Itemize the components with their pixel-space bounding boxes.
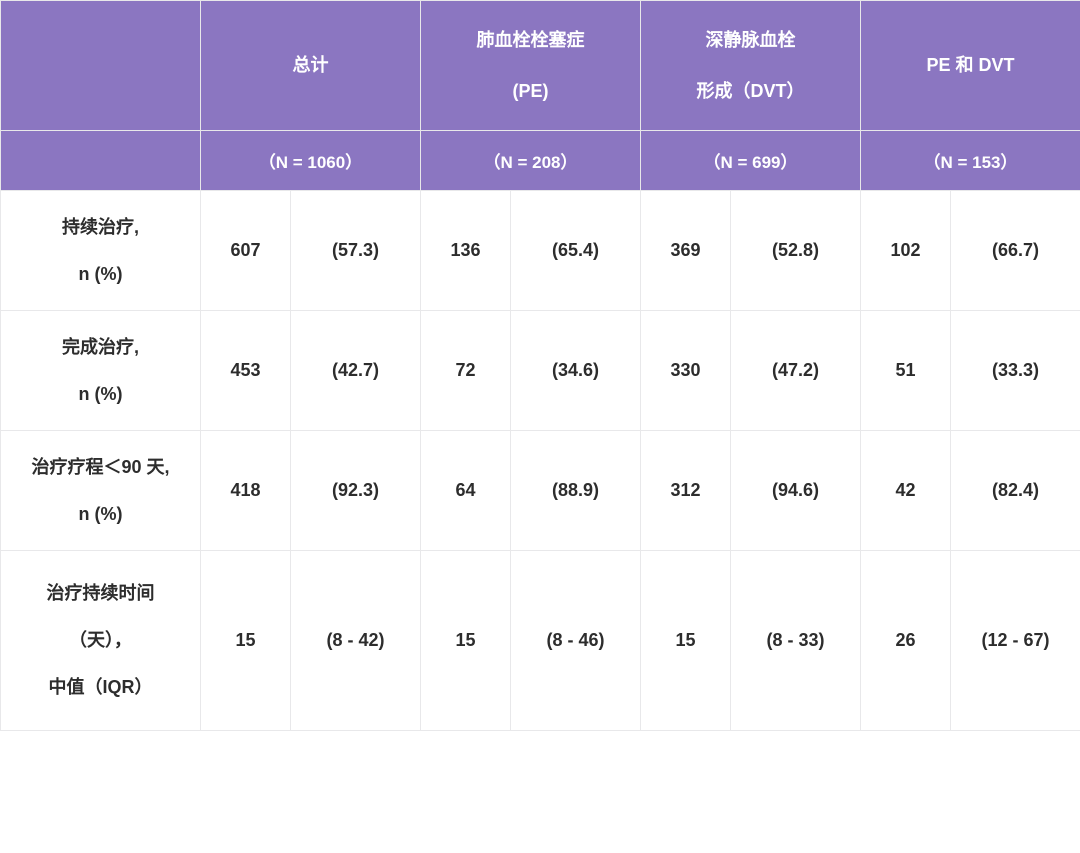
cell-p: (42.7) (291, 311, 421, 431)
cell-p: (8 - 42) (291, 551, 421, 731)
cell-p: (33.3) (951, 311, 1080, 431)
col-header-total: 总计 (201, 1, 421, 131)
row-label-line: （天）， (1, 617, 200, 664)
header-n-blank (1, 131, 201, 191)
table-row: 持续治疗, n (%) 607 (57.3) 136 (65.4) 369 (5… (1, 191, 1080, 311)
cell-n: 312 (641, 431, 731, 551)
cell-n: 136 (421, 191, 511, 311)
header-n-pedvt: （N = 153） (861, 131, 1080, 191)
cell-p: (57.3) (291, 191, 421, 311)
cell-p: (8 - 46) (511, 551, 641, 731)
row-label-line: 治疗疗程＜90 天, (1, 444, 200, 491)
cell-n: 51 (861, 311, 951, 431)
row-label-line: 治疗持续时间 (1, 570, 200, 617)
cell-p: (52.8) (731, 191, 861, 311)
cell-n: 418 (201, 431, 291, 551)
cell-n: 15 (201, 551, 291, 731)
cell-p: (82.4) (951, 431, 1080, 551)
col-header-dvt-line2: 形成（DVT） (641, 66, 860, 116)
col-header-pedvt: PE 和 DVT (861, 1, 1080, 131)
col-header-pe-line2: (PE) (421, 66, 640, 116)
cell-p: (94.6) (731, 431, 861, 551)
header-n-dvt: （N = 699） (641, 131, 861, 191)
data-table-container: 总计 肺血栓栓塞症 (PE) 深静脉血栓 形成（DVT） PE 和 DVT （N… (0, 0, 1080, 731)
cell-p: (88.9) (511, 431, 641, 551)
cell-p: (8 - 33) (731, 551, 861, 731)
cell-n: 26 (861, 551, 951, 731)
col-header-dvt: 深静脉血栓 形成（DVT） (641, 1, 861, 131)
row-label: 持续治疗, n (%) (1, 191, 201, 311)
header-n-pe: （N = 208） (421, 131, 641, 191)
row-label-line: 持续治疗, (1, 204, 200, 251)
row-label: 治疗持续时间 （天）， 中值（IQR） (1, 551, 201, 731)
cell-n: 42 (861, 431, 951, 551)
table-row: 治疗疗程＜90 天, n (%) 418 (92.3) 64 (88.9) 31… (1, 431, 1080, 551)
cell-p: (66.7) (951, 191, 1080, 311)
cell-n: 15 (641, 551, 731, 731)
cell-n: 453 (201, 311, 291, 431)
cell-n: 15 (421, 551, 511, 731)
cell-n: 330 (641, 311, 731, 431)
row-label: 完成治疗, n (%) (1, 311, 201, 431)
table-row: 完成治疗, n (%) 453 (42.7) 72 (34.6) 330 (47… (1, 311, 1080, 431)
cell-n: 102 (861, 191, 951, 311)
header-row-n: （N = 1060） （N = 208） （N = 699） （N = 153） (1, 131, 1080, 191)
cell-p: (34.6) (511, 311, 641, 431)
header-n-total: （N = 1060） (201, 131, 421, 191)
cell-n: 72 (421, 311, 511, 431)
cell-p: (65.4) (511, 191, 641, 311)
row-label-line: 中值（IQR） (1, 664, 200, 711)
col-header-pe-line1: 肺血栓栓塞症 (421, 15, 640, 65)
table-row: 治疗持续时间 （天）， 中值（IQR） 15 (8 - 42) 15 (8 - … (1, 551, 1080, 731)
header-blank (1, 1, 201, 131)
header-row-titles: 总计 肺血栓栓塞症 (PE) 深静脉血栓 形成（DVT） PE 和 DVT (1, 1, 1080, 131)
row-label-line: 完成治疗, (1, 324, 200, 371)
col-header-total-text: 总计 (201, 40, 420, 90)
data-table: 总计 肺血栓栓塞症 (PE) 深静脉血栓 形成（DVT） PE 和 DVT （N… (0, 0, 1080, 731)
row-label-line: n (%) (1, 491, 200, 538)
col-header-pe: 肺血栓栓塞症 (PE) (421, 1, 641, 131)
row-label: 治疗疗程＜90 天, n (%) (1, 431, 201, 551)
col-header-dvt-line1: 深静脉血栓 (641, 15, 860, 65)
col-header-pedvt-text: PE 和 DVT (861, 40, 1080, 90)
cell-n: 607 (201, 191, 291, 311)
cell-n: 369 (641, 191, 731, 311)
cell-p: (92.3) (291, 431, 421, 551)
cell-p: (12 - 67) (951, 551, 1080, 731)
cell-n: 64 (421, 431, 511, 551)
row-label-line: n (%) (1, 371, 200, 418)
cell-p: (47.2) (731, 311, 861, 431)
row-label-line: n (%) (1, 251, 200, 298)
